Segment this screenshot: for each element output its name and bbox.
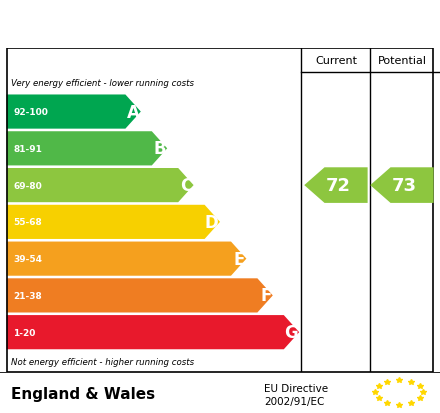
Text: G: G bbox=[284, 323, 298, 342]
Text: 21-38: 21-38 bbox=[13, 291, 42, 300]
Polygon shape bbox=[7, 279, 273, 313]
Text: Energy Efficiency Rating: Energy Efficiency Rating bbox=[13, 14, 301, 34]
Polygon shape bbox=[304, 168, 368, 204]
Text: A: A bbox=[127, 103, 139, 121]
Polygon shape bbox=[7, 95, 141, 129]
Text: 72: 72 bbox=[326, 177, 351, 195]
Polygon shape bbox=[7, 169, 194, 203]
Text: Current: Current bbox=[315, 56, 357, 66]
Text: 39-54: 39-54 bbox=[13, 254, 42, 263]
Text: D: D bbox=[205, 214, 219, 231]
Text: C: C bbox=[180, 177, 192, 195]
Text: Potential: Potential bbox=[378, 56, 426, 66]
Polygon shape bbox=[370, 168, 433, 204]
Text: 2002/91/EC: 2002/91/EC bbox=[264, 396, 324, 406]
Polygon shape bbox=[7, 242, 246, 276]
Text: 92-100: 92-100 bbox=[13, 108, 48, 117]
Text: 55-68: 55-68 bbox=[13, 218, 42, 227]
Text: 69-80: 69-80 bbox=[13, 181, 42, 190]
Text: England & Wales: England & Wales bbox=[11, 387, 155, 401]
Polygon shape bbox=[7, 205, 220, 240]
Polygon shape bbox=[7, 315, 299, 349]
Text: 1-20: 1-20 bbox=[13, 328, 36, 337]
Text: 73: 73 bbox=[392, 177, 417, 195]
Text: E: E bbox=[234, 250, 245, 268]
Text: 81-91: 81-91 bbox=[13, 145, 42, 154]
Polygon shape bbox=[7, 132, 167, 166]
Text: Not energy efficient - higher running costs: Not energy efficient - higher running co… bbox=[11, 357, 194, 366]
Text: Very energy efficient - lower running costs: Very energy efficient - lower running co… bbox=[11, 79, 194, 88]
Text: F: F bbox=[260, 287, 271, 305]
Text: B: B bbox=[153, 140, 166, 158]
Text: EU Directive: EU Directive bbox=[264, 383, 328, 393]
